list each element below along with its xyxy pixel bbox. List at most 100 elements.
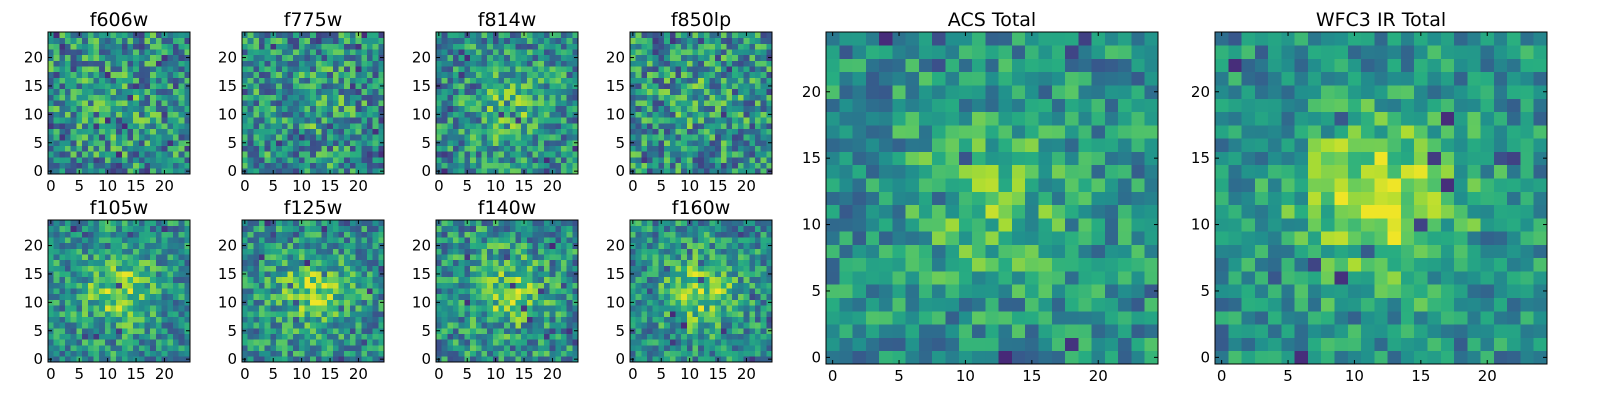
heatmap-cell — [538, 139, 545, 146]
heatmap-cell — [287, 248, 294, 255]
heatmap-cell — [749, 276, 756, 283]
heatmap-cell — [515, 122, 522, 129]
heatmap-cell — [441, 139, 448, 146]
heatmap-cell — [281, 117, 288, 124]
heatmap-cell — [441, 316, 448, 323]
heatmap-cell — [572, 66, 579, 73]
heatmap-cell — [155, 237, 162, 244]
heatmap-cell — [172, 88, 180, 95]
heatmap-cell — [315, 305, 322, 312]
heatmap-cell — [521, 322, 528, 329]
heatmap-cell — [338, 271, 345, 278]
heatmap-cell — [447, 254, 454, 261]
heatmap-cell — [70, 139, 77, 146]
heatmap-cell — [144, 259, 151, 266]
heatmap-cell — [59, 43, 66, 50]
heatmap-cell — [150, 83, 157, 90]
heatmap-cell — [526, 134, 533, 141]
heatmap-cell — [372, 162, 379, 169]
heatmap-cell — [116, 259, 123, 266]
heatmap-cell — [144, 134, 151, 141]
heatmap-cell — [492, 60, 499, 67]
heatmap-cell — [253, 60, 260, 67]
heatmap-cell — [87, 344, 94, 352]
heatmap-cell — [681, 66, 688, 73]
heatmap-cell — [378, 225, 385, 232]
heatmap-cell — [178, 305, 185, 312]
heatmap-cell — [304, 66, 311, 73]
heatmap-cell — [53, 254, 60, 261]
heatmap-cell — [110, 293, 117, 300]
heatmap-cell — [293, 151, 300, 158]
heatmap-cell — [664, 305, 671, 312]
heatmap-cell — [304, 339, 311, 346]
heatmap-cell — [538, 282, 545, 289]
heatmap-cell — [566, 310, 573, 317]
heatmap-cell — [76, 60, 83, 67]
heatmap-cell — [754, 327, 762, 334]
heatmap-cell — [349, 156, 356, 164]
heatmap-cell — [652, 356, 659, 363]
heatmap-cell — [669, 333, 676, 340]
heatmap-cell — [453, 356, 460, 363]
heatmap-cell — [726, 37, 733, 44]
heatmap-cell — [658, 134, 665, 141]
heatmap-cell — [48, 156, 55, 164]
heatmap-cell — [664, 282, 671, 289]
heatmap-cell — [155, 339, 162, 346]
heatmap-cell — [293, 117, 300, 124]
heatmap-cell — [93, 288, 100, 295]
heatmap-cell — [481, 139, 488, 146]
heatmap-cell — [70, 71, 77, 78]
heatmap-cell — [338, 242, 345, 249]
heatmap-cell — [726, 111, 733, 118]
heatmap-cell — [293, 88, 300, 95]
heatmap-cell — [138, 333, 145, 340]
heatmap-cell — [498, 145, 505, 152]
heatmap-cell — [104, 327, 111, 334]
heatmap-cell — [70, 37, 77, 44]
heatmap-cell — [372, 139, 379, 146]
heatmap-cell — [361, 134, 368, 141]
heatmap-cell — [344, 88, 351, 95]
heatmap-cell — [641, 276, 648, 283]
heatmap-cell — [458, 145, 465, 152]
heatmap-cell — [138, 94, 145, 101]
heatmap-cell — [242, 265, 249, 272]
heatmap-cell — [760, 333, 767, 340]
heatmap-cell — [635, 299, 642, 306]
heatmap-cell — [658, 299, 665, 306]
heatmap-cell — [521, 293, 528, 300]
heatmap-cell — [458, 32, 465, 39]
heatmap-cell — [361, 151, 368, 158]
heatmap-cell — [378, 100, 385, 107]
heatmap-cell — [99, 254, 106, 261]
heatmap-cell — [99, 128, 106, 135]
heatmap-cell — [99, 225, 106, 232]
y-tick-label: 20 — [412, 49, 431, 67]
heatmap-cell — [630, 134, 637, 141]
heatmap-cell — [264, 139, 271, 146]
y-tick-label: 0 — [227, 162, 237, 180]
heatmap-cell — [167, 265, 174, 272]
heatmap-cell — [572, 105, 579, 112]
heatmap-cell — [121, 225, 128, 232]
heatmap-cell — [532, 71, 539, 78]
heatmap-cell — [372, 231, 379, 238]
heatmap-cell — [59, 237, 66, 244]
heatmap-cell — [293, 100, 300, 107]
heatmap-cell — [332, 276, 339, 283]
heatmap-cell — [664, 139, 671, 146]
heatmap-cell — [436, 77, 443, 84]
heatmap-cell — [264, 288, 271, 295]
heatmap-cell — [116, 265, 123, 272]
heatmap-cell — [532, 111, 539, 118]
heatmap-cell — [270, 231, 277, 238]
heatmap-cell — [635, 305, 642, 312]
heatmap-cell — [65, 122, 72, 129]
heatmap-cell — [560, 333, 568, 340]
heatmap-cell — [178, 54, 185, 61]
heatmap-cell — [327, 71, 334, 78]
heatmap-cell — [298, 293, 305, 300]
heatmap-cell — [281, 350, 288, 357]
